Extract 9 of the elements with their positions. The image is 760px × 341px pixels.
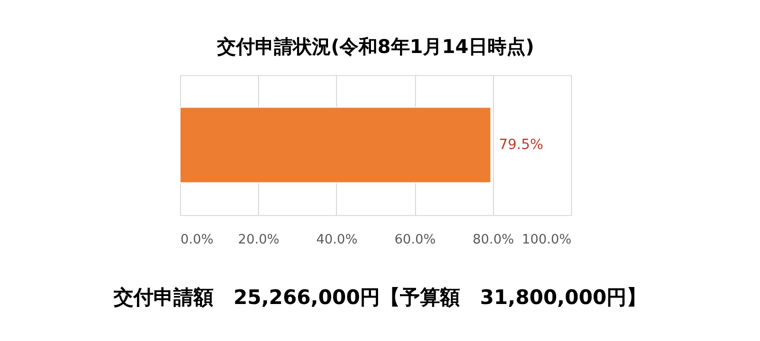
x-tick-label: 20.0% — [238, 232, 280, 248]
x-tick-label: 100.0% — [522, 232, 572, 248]
x-tick-label: 40.0% — [316, 232, 358, 248]
text: 交付申請額 25,266,000円【予算額 31,800,000円】 — [112, 285, 647, 309]
chart-title: 交付申請状況(令和8年1月14日時点) — [216, 36, 534, 58]
data-label: 79.5% — [498, 137, 544, 153]
x-tick-label: 80.0% — [472, 232, 514, 248]
x-tick-label: 0.0% — [180, 232, 214, 248]
x-tick-label: 60.0% — [394, 232, 436, 248]
